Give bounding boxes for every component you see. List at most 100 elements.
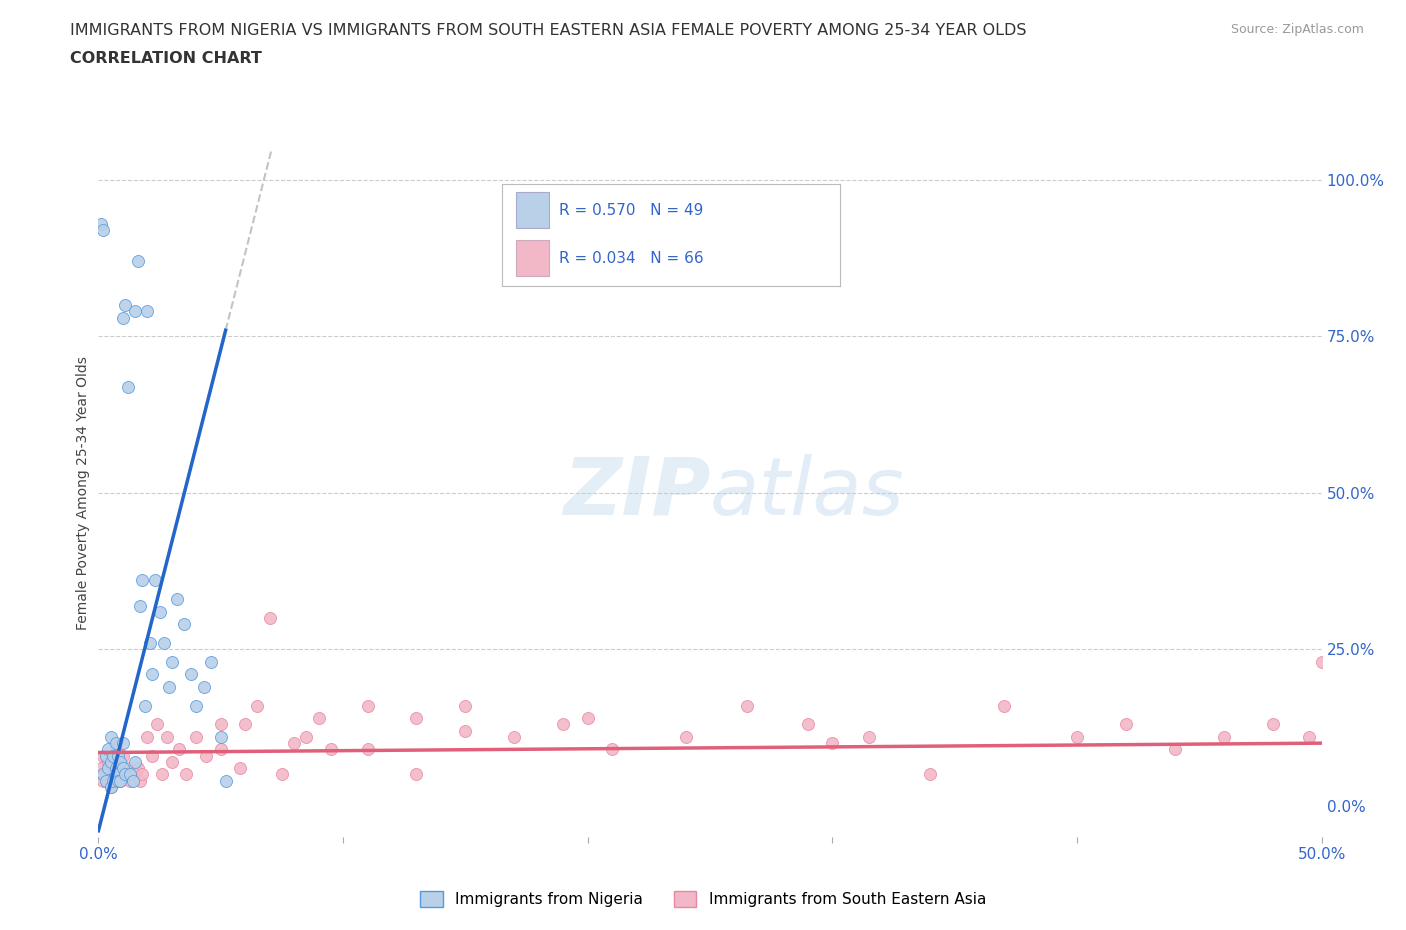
Point xyxy=(111,736,134,751)
Point xyxy=(129,773,152,788)
Point xyxy=(97,742,120,757)
Point xyxy=(356,742,378,757)
Point xyxy=(160,655,183,670)
Point xyxy=(200,655,222,670)
Point xyxy=(1164,742,1187,757)
Point xyxy=(675,729,697,744)
Point xyxy=(124,304,146,319)
Point xyxy=(157,680,180,695)
Point xyxy=(101,749,124,764)
Text: R = 0.034   N = 66: R = 0.034 N = 66 xyxy=(560,251,704,266)
Point xyxy=(503,729,526,744)
Point xyxy=(94,773,117,788)
Point xyxy=(111,749,134,764)
Point xyxy=(319,742,342,757)
Point xyxy=(120,773,142,788)
Point xyxy=(97,754,120,769)
Point xyxy=(146,717,169,732)
Point xyxy=(153,635,176,650)
Point xyxy=(1115,717,1137,732)
Point xyxy=(283,736,305,751)
Point xyxy=(114,767,136,782)
Point xyxy=(127,761,149,776)
Point xyxy=(454,724,477,738)
Point xyxy=(141,749,163,764)
Point xyxy=(90,217,112,232)
Point xyxy=(100,761,122,776)
Point xyxy=(100,779,122,794)
Point xyxy=(139,635,162,650)
Point xyxy=(295,729,318,744)
Point xyxy=(131,573,153,588)
Legend: Immigrants from Nigeria, Immigrants from South Eastern Asia: Immigrants from Nigeria, Immigrants from… xyxy=(413,884,993,913)
Point xyxy=(193,680,215,695)
Point xyxy=(100,729,122,744)
Point xyxy=(117,761,139,776)
Point xyxy=(735,698,758,713)
Text: CORRELATION CHART: CORRELATION CHART xyxy=(70,51,262,66)
Point xyxy=(259,611,281,626)
Text: atlas: atlas xyxy=(710,454,905,532)
Point xyxy=(156,729,179,744)
Point xyxy=(136,729,159,744)
Point xyxy=(124,754,146,769)
Point xyxy=(114,767,136,782)
Point xyxy=(1066,729,1088,744)
Text: R = 0.570   N = 49: R = 0.570 N = 49 xyxy=(560,204,704,219)
Text: Source: ZipAtlas.com: Source: ZipAtlas.com xyxy=(1230,23,1364,36)
Point xyxy=(100,779,122,794)
Point xyxy=(270,767,294,782)
Point xyxy=(127,254,149,269)
Point xyxy=(114,298,136,312)
Point xyxy=(166,591,188,606)
Point xyxy=(149,604,172,619)
Point xyxy=(454,698,477,713)
Point xyxy=(214,773,236,788)
Point xyxy=(233,717,256,732)
Point xyxy=(110,754,132,769)
Point xyxy=(186,698,208,713)
Point xyxy=(308,711,330,725)
Point xyxy=(1298,729,1320,744)
Point xyxy=(821,736,844,751)
Point xyxy=(97,773,120,788)
Point xyxy=(993,698,1015,713)
Point xyxy=(104,754,127,769)
Point xyxy=(1261,717,1284,732)
Point xyxy=(209,729,232,744)
Point xyxy=(195,749,218,764)
Point xyxy=(91,749,114,764)
Point xyxy=(110,773,132,788)
Point xyxy=(209,717,232,732)
Point xyxy=(797,717,820,732)
Point xyxy=(180,667,202,682)
Point xyxy=(246,698,269,713)
Point xyxy=(104,736,127,751)
Text: IMMIGRANTS FROM NIGERIA VS IMMIGRANTS FROM SOUTH EASTERN ASIA FEMALE POVERTY AMO: IMMIGRANTS FROM NIGERIA VS IMMIGRANTS FR… xyxy=(70,23,1026,38)
Point xyxy=(101,767,124,782)
Point xyxy=(107,773,129,788)
Point xyxy=(129,598,152,613)
Point xyxy=(110,773,132,788)
Point xyxy=(111,311,134,325)
Point xyxy=(101,773,124,788)
Point xyxy=(111,761,134,776)
Point xyxy=(405,711,427,725)
Point xyxy=(858,729,880,744)
Point xyxy=(94,749,117,764)
FancyBboxPatch shape xyxy=(516,193,550,228)
Point xyxy=(160,754,183,769)
Point xyxy=(90,761,112,776)
Y-axis label: Female Poverty Among 25-34 Year Olds: Female Poverty Among 25-34 Year Olds xyxy=(76,356,90,630)
Point xyxy=(229,761,252,776)
Point xyxy=(600,742,623,757)
Point xyxy=(186,729,208,744)
Point xyxy=(167,742,190,757)
Point xyxy=(1212,729,1234,744)
Point xyxy=(124,767,146,782)
Point xyxy=(107,767,129,782)
Point xyxy=(136,304,159,319)
Point xyxy=(97,761,120,776)
Point xyxy=(104,761,127,776)
Point xyxy=(91,773,114,788)
